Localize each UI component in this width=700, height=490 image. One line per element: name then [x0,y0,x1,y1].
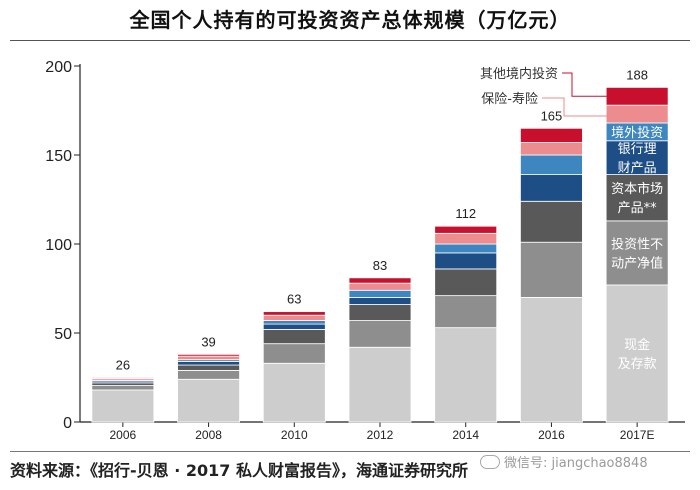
wechat-icon [480,454,500,469]
bar-segment [348,282,412,291]
bar-segment [177,369,240,380]
y-tick-label: 0 [63,415,72,432]
bar-segment [434,243,498,254]
source-note: 资料来源：《招行-贝恩 · 2017 私人财富报告》，海通证券研究所 [10,461,468,480]
bar-segment [348,320,412,348]
segment-label: 境外投资 [611,125,663,141]
bar-segment [348,277,412,284]
bar-segment [520,127,583,143]
callout-label-life-insurance: 保险-寿险 [481,92,538,107]
title-divider [10,40,690,41]
bar-total-label: 83 [373,258,387,273]
y-tick-label: 150 [45,148,72,165]
bar-segment [262,343,326,364]
chart-labels: 26 2006 39 2008 63 2010 83 2012 112 2014 165 2016 18… [110,66,664,442]
bar-segment [434,252,498,270]
bar-segment [605,86,669,106]
bar-segment [177,355,240,361]
bar-segment [262,311,326,316]
bar-total-label: 26 [116,358,130,373]
y-tick-label: 50 [54,326,72,343]
bar-segment [177,353,240,357]
watermark-text: 微信号: jiangchao8848 [504,456,648,471]
footer-divider [10,451,690,452]
bar-segment [348,296,412,305]
segment-label: 投资性不动产净值 [611,236,663,271]
bar-segment [348,304,412,321]
bar-segment [605,104,669,124]
chart-title: 全国个人持有的可投资资产总体规模（万亿元） [129,8,571,32]
bar-segment [605,284,669,423]
x-tick-label: 2010 [281,428,308,442]
bar-segment [91,377,155,379]
bar-total-label: 165 [541,108,563,123]
stacked-bar-chart: 0 50 100 150 200 26 2006 39 2008 63 2010 83 2012 112… [45,59,685,442]
bar-segment [520,200,583,243]
bar-segment [91,389,155,423]
bar-total-label: 63 [287,292,301,307]
bar-segment [348,346,412,423]
x-tick-label: 2008 [195,428,222,442]
bar-segment [605,140,669,175]
segment-label: 现金及存款 [618,337,657,372]
x-tick-label: 2017E [620,428,655,442]
bar-segment [91,382,155,386]
bar-segment [520,241,583,298]
bar-segment [434,327,498,423]
x-tick-label: 2012 [367,428,394,442]
y-tick-label: 100 [45,237,72,254]
bar-total-label: 188 [626,67,648,82]
bar-segment [520,174,583,202]
bar-segment [262,362,326,423]
bar-segment [605,174,669,222]
segment-label: 资本市场产品** [611,181,663,216]
watermark: 微信号: jiangchao8848 [480,452,648,471]
callout-line [542,97,611,117]
bar-segment [177,378,240,423]
bar-segment [348,289,412,298]
callout-label-other-domestic: 其他境内投资 [480,66,558,82]
x-tick-label: 2014 [452,428,479,442]
bar-segment [434,232,498,245]
bar-segment [434,225,498,234]
bar-segment [434,295,498,329]
bar-total-label: 39 [201,334,215,349]
y-tick-label: 200 [45,59,72,76]
bar-segment [605,220,669,286]
bar-segment [177,364,240,371]
bar-segment [91,385,155,391]
bar-segment [262,329,326,345]
bar-total-label: 112 [455,206,476,221]
callout-line [562,72,611,97]
bar-segment [520,142,583,156]
bar-segment [262,320,326,325]
segment-label: 银行理财产品 [618,142,657,176]
x-tick-label: 2016 [538,428,565,442]
bar-segment [520,296,583,423]
bar-segment [434,268,498,297]
bar-segment [262,314,326,321]
chart-bars [91,86,669,423]
bar-segment [262,323,326,330]
bar-segment [520,154,583,175]
x-tick-label: 2006 [110,428,137,442]
bar-segment [177,361,240,366]
